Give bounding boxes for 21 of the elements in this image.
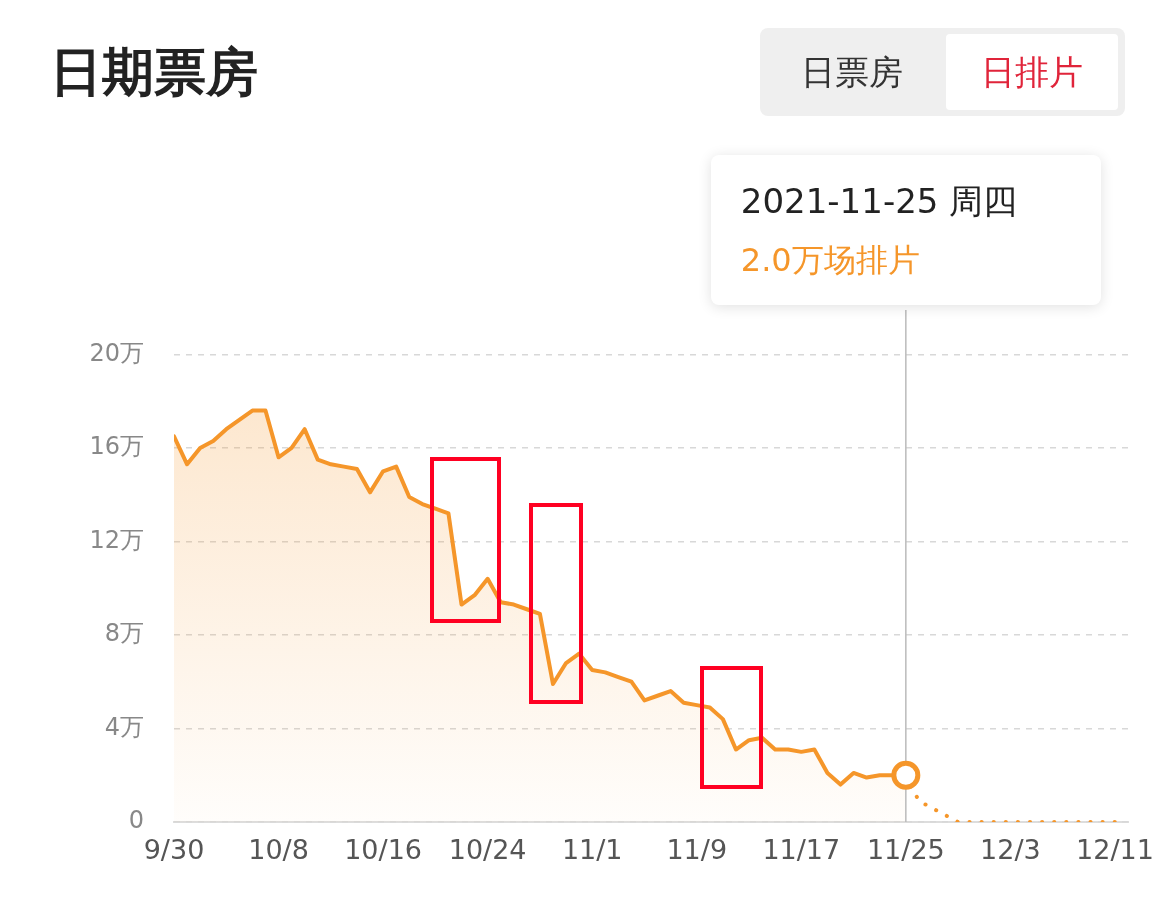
x-tick-label: 10/8 <box>248 834 309 866</box>
x-tick-label: 11/1 <box>561 834 623 866</box>
x-tick-label: 11/9 <box>666 834 728 866</box>
x-tick-label: 12/3 <box>980 834 1041 866</box>
x-tick-label: 10/24 <box>448 834 527 866</box>
y-tick-label: 8万 <box>104 619 144 648</box>
text: 2021-11-25 周四 <box>740 180 1018 223</box>
x-tick-label: 11/17 <box>762 834 841 866</box>
y-tick-label: 20万 <box>89 338 144 367</box>
x-tick-label: 9/30 <box>143 834 205 866</box>
y-tick-label: 16万 <box>89 432 144 461</box>
y-tick-label: 0 <box>128 806 144 835</box>
y-tick-label: 12万 <box>89 525 144 554</box>
text: 日票房 <box>800 51 904 94</box>
x-tick-label: 10/16 <box>344 834 422 866</box>
text: 2.0万场排片 <box>740 240 920 281</box>
y-tick-label: 4万 <box>104 712 144 741</box>
x-tick-label: 11/25 <box>866 834 945 866</box>
chart-title: 日期票房 <box>50 41 258 104</box>
x-tick-label: 12/11 <box>1076 834 1154 866</box>
text: 日排片 <box>946 34 1118 110</box>
